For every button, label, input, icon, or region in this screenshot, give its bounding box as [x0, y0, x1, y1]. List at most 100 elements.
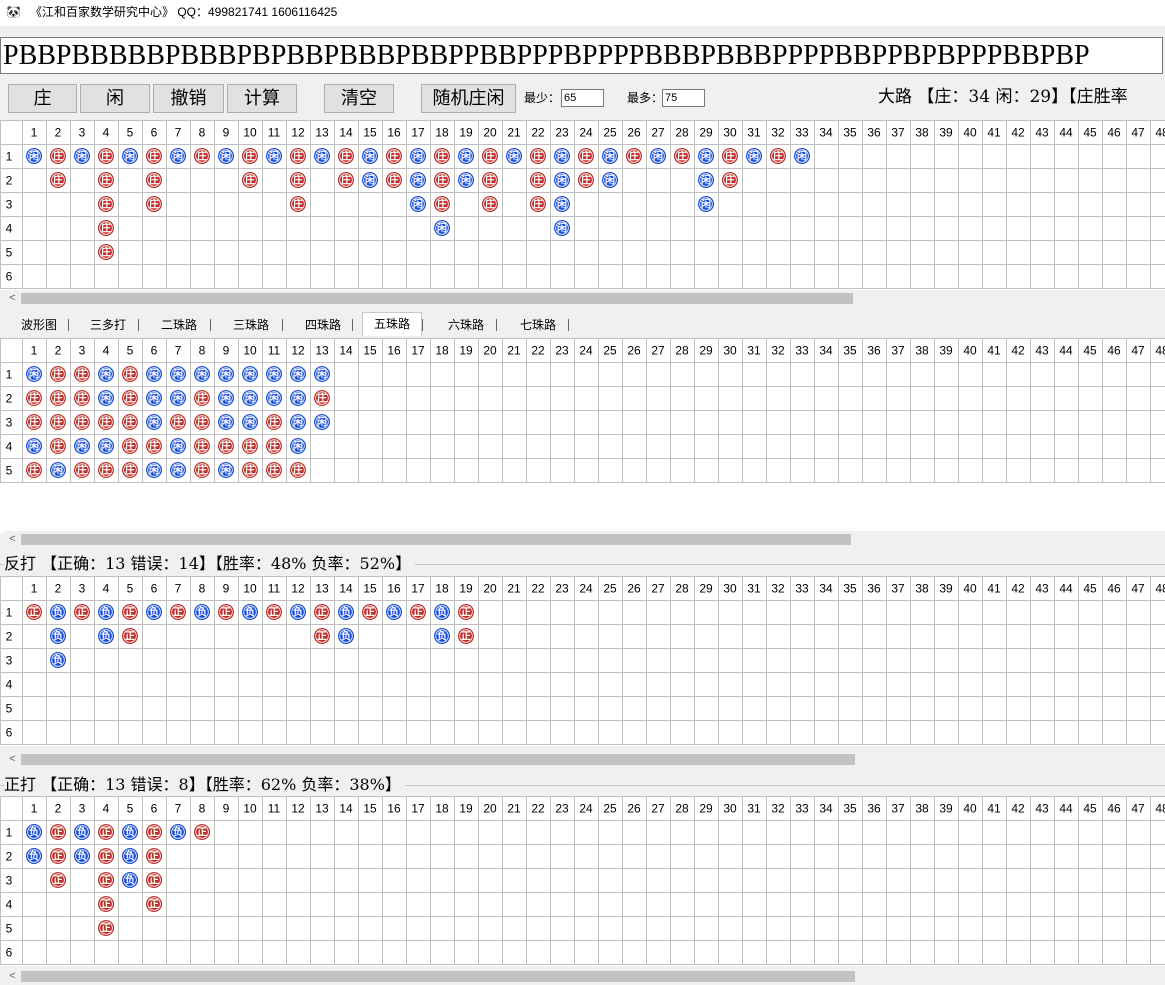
bead-token: 正	[218, 604, 234, 620]
bead-label: 闲	[293, 392, 303, 405]
column-header: 31	[747, 582, 761, 596]
tab-3[interactable]: 二珠路	[160, 318, 197, 332]
scroll-left-icon[interactable]: <	[9, 533, 16, 545]
grid-cell	[1102, 120, 1127, 145]
scroll-thumb[interactable]	[21, 534, 851, 545]
undo-button[interactable]: 撤销	[153, 84, 224, 113]
calculate-button[interactable]: 计算	[227, 84, 297, 113]
bead-ring	[147, 415, 161, 429]
scroll-left-icon[interactable]: <	[9, 970, 16, 982]
bead-ring	[123, 463, 137, 477]
grid-cell	[718, 672, 743, 697]
grid-cell	[790, 820, 815, 845]
grid-cell	[478, 576, 503, 601]
bead-token: 负	[50, 628, 66, 644]
bead-circle	[458, 172, 474, 188]
bead-label: 庄	[581, 174, 591, 187]
grid-cell	[46, 338, 71, 363]
fivebead-scrollbar[interactable]: <	[4, 531, 1165, 548]
column-header: 6	[151, 126, 158, 140]
grid-cell	[790, 940, 815, 965]
grid-cell	[934, 410, 959, 435]
bead-circle	[146, 438, 162, 454]
min-input[interactable]	[561, 89, 604, 107]
tab-2[interactable]: 三多打	[89, 318, 126, 332]
bead-circle	[386, 604, 402, 620]
bead-circle	[50, 390, 66, 406]
tab-1[interactable]: 波形图	[20, 318, 57, 332]
bead-token: 闲	[146, 414, 162, 430]
player-button[interactable]: 闲	[80, 84, 150, 113]
banker-button[interactable]: 庄	[8, 84, 77, 113]
grid-cell	[982, 144, 1007, 169]
scroll-thumb[interactable]	[21, 754, 855, 765]
grid-cell	[574, 362, 599, 387]
scroll-thumb[interactable]	[21, 971, 855, 982]
bead-ring	[339, 173, 353, 187]
grid-cell	[502, 720, 527, 745]
grid-cell	[1150, 868, 1165, 893]
grid-cell	[1102, 264, 1127, 289]
bead-circle	[74, 390, 90, 406]
bead-ring	[171, 605, 185, 619]
clear-button[interactable]: 清空	[324, 84, 394, 113]
grid-cell	[742, 386, 767, 411]
bead-label: 庄	[293, 198, 303, 211]
bead-label: 闲	[365, 174, 375, 187]
bead-ring	[147, 149, 161, 163]
sequence-input[interactable]: PBBPBBBBBPBBBPBPBBPBBBPBBPPBBPPPBPPPPBBB…	[0, 37, 1163, 74]
grid-cell	[310, 264, 335, 289]
grid-cell	[1078, 144, 1103, 169]
column-header: 24	[579, 344, 593, 358]
tab-8[interactable]: 七珠路	[519, 318, 556, 332]
grid-cell	[814, 458, 839, 483]
tab-7[interactable]: 六珠路	[447, 318, 484, 332]
section-divider	[0, 785, 1165, 786]
grid-cell	[910, 264, 935, 289]
max-input[interactable]	[662, 89, 705, 107]
scroll-left-icon[interactable]: <	[9, 292, 16, 304]
bead-ring	[315, 629, 329, 643]
grid-cell	[454, 216, 479, 241]
column-header: 31	[747, 802, 761, 816]
bead-ring	[531, 197, 545, 211]
grid-cell	[694, 916, 719, 941]
bead-label: 庄	[125, 464, 135, 477]
grid-cell	[430, 672, 455, 697]
grid-cell	[478, 264, 503, 289]
grid-cell	[1006, 696, 1031, 721]
tab-5[interactable]: 四珠路	[304, 318, 341, 332]
bigroad-scrollbar[interactable]: <	[4, 290, 1165, 307]
grid-cell	[838, 672, 863, 697]
grid-cell	[502, 192, 527, 217]
grid-cell	[862, 844, 887, 869]
zhengda-scrollbar[interactable]: <	[4, 968, 1165, 985]
grid-cell	[334, 192, 359, 217]
grid-cell	[550, 458, 575, 483]
tab-6[interactable]: 五珠路	[362, 312, 422, 336]
fanda-scrollbar[interactable]: <	[4, 751, 1165, 768]
scroll-thumb[interactable]	[21, 293, 853, 304]
random-button[interactable]: 随机庄闲	[421, 84, 516, 113]
bead-circle	[74, 848, 90, 864]
bead-circle	[290, 604, 306, 620]
bead-token: 闲	[602, 172, 618, 188]
window-title: 《江和百家数学研究中心》 QQ：499821741 1606116425	[30, 5, 338, 19]
grid-cell	[142, 916, 167, 941]
grid-cell	[286, 916, 311, 941]
row-header: 3	[6, 654, 13, 668]
grid-cell	[1030, 916, 1055, 941]
bead-circle	[50, 628, 66, 644]
bead-ring	[219, 391, 233, 405]
grid-cell	[1126, 362, 1151, 387]
grid-cell	[574, 916, 599, 941]
grid-cell	[838, 410, 863, 435]
bead-circle	[170, 438, 186, 454]
grid-cell	[646, 672, 671, 697]
scroll-left-icon[interactable]: <	[9, 753, 16, 765]
grid-cell	[406, 624, 431, 649]
column-header: 9	[223, 126, 230, 140]
grid-cell	[406, 820, 431, 845]
tab-4[interactable]: 三珠路	[232, 318, 269, 332]
bead-ring	[651, 149, 665, 163]
